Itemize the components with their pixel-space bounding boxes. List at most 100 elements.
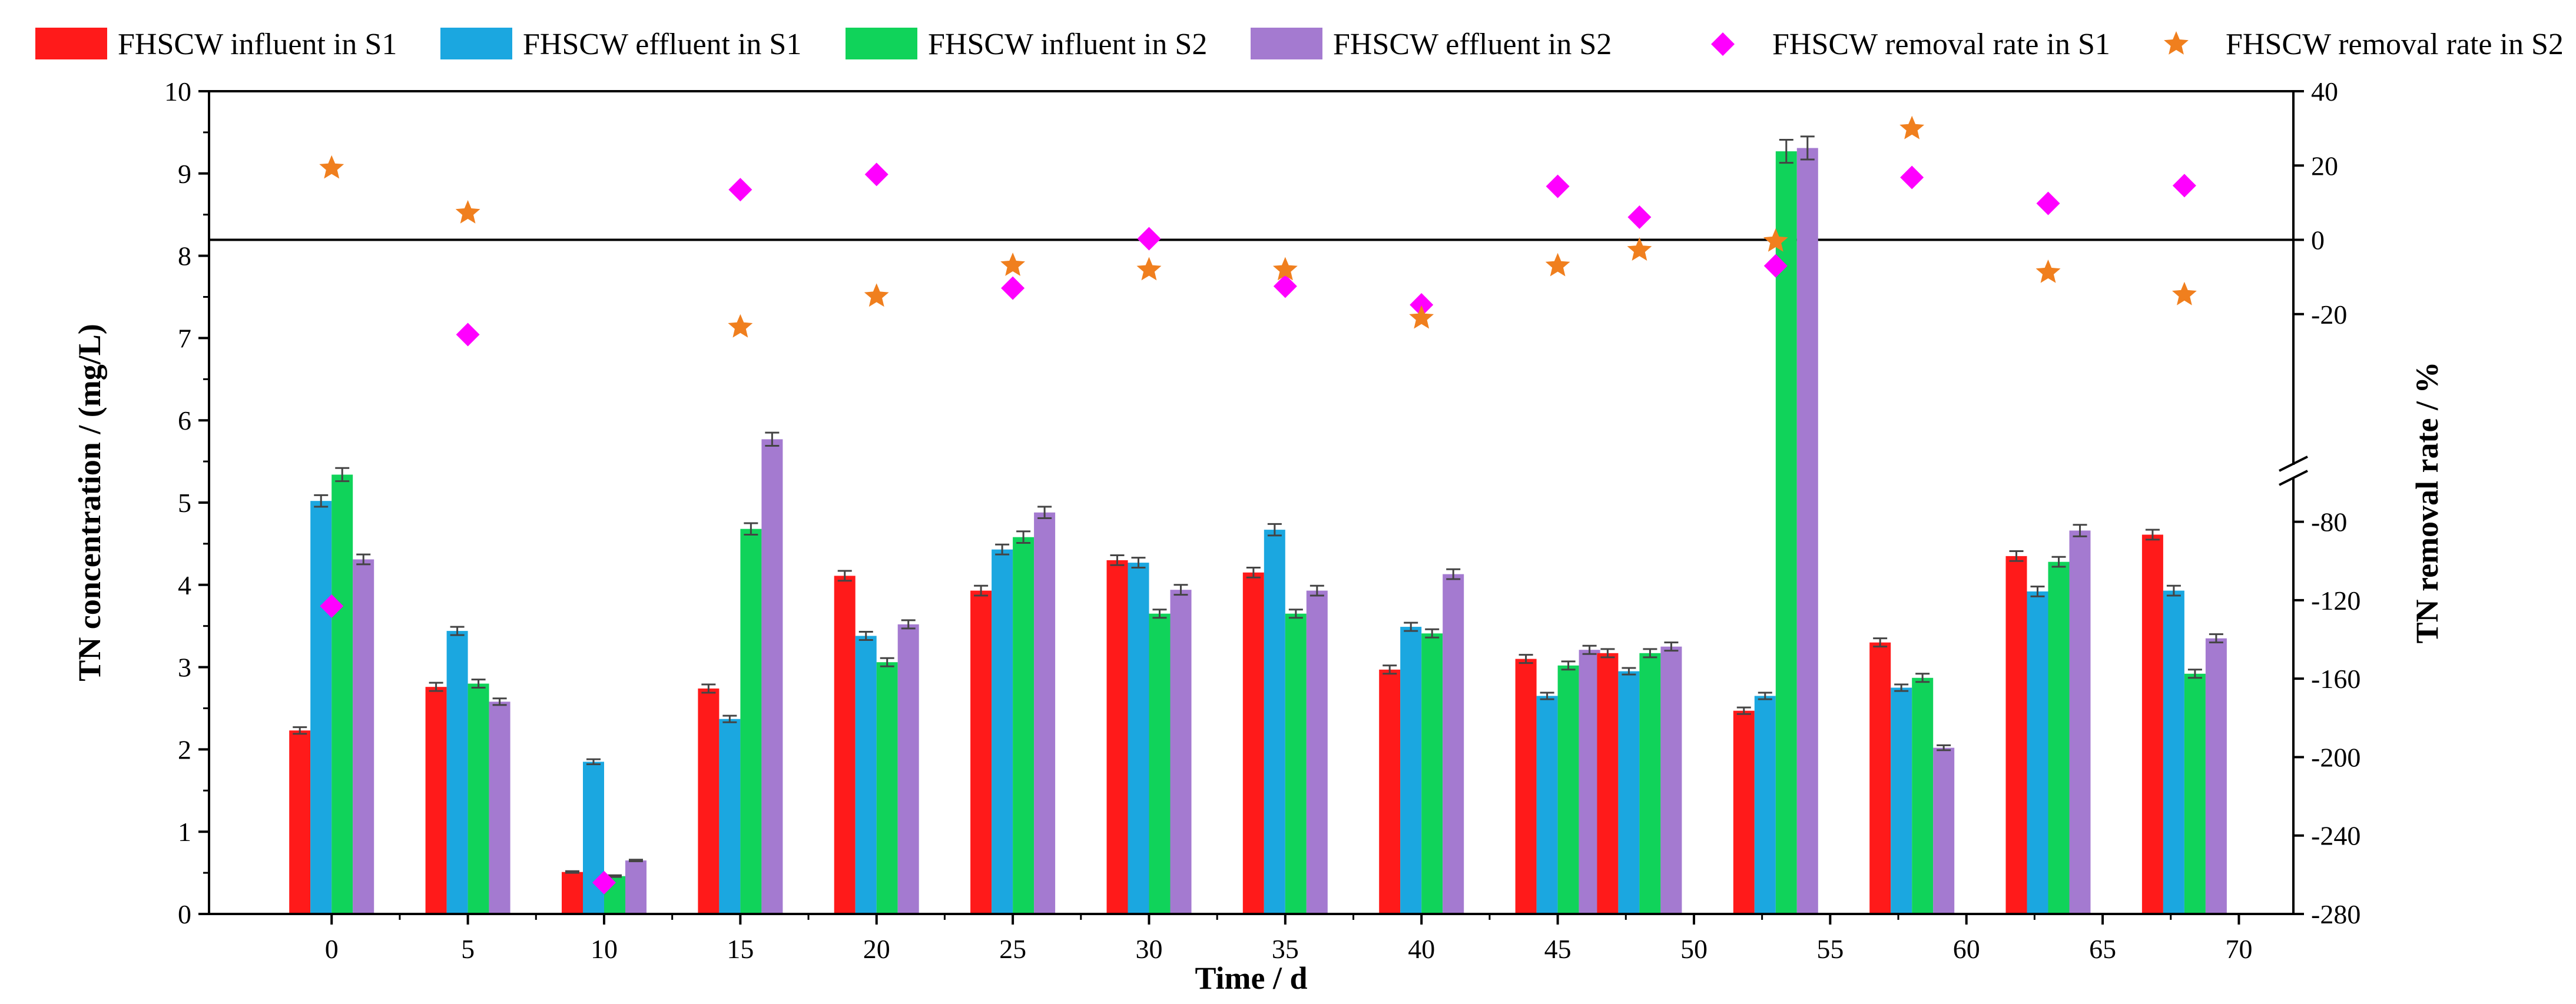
y-right-tick-label--80: -80 [2311,507,2347,537]
error-bar-s2-t10 [586,758,601,766]
x-tick-label-25: 25 [999,934,1026,964]
legend-swatch-3 [846,28,917,59]
error-bar-s4-t53 [1800,135,1815,161]
error-bar-s1-t68 [2145,528,2160,541]
bar-s4-t10 [625,860,647,914]
marker-removal-s1-t48 [1627,205,1652,229]
bar-s4-t45 [1579,650,1600,914]
marker-removal-s2-t48 [1627,237,1652,261]
bar-s4-t63 [2069,530,2091,914]
bar-s2-t15 [719,719,741,914]
error-bar-s2-t15 [722,714,737,723]
bar-s4-t35 [1306,590,1328,914]
error-bar-s3-t5 [471,679,486,689]
legend-swatch-4 [1251,28,1322,59]
error-bar-s1-t40 [1383,664,1397,675]
y-right-tick-label--20: -20 [2311,300,2347,330]
y-left-tick-label-7: 7 [178,323,191,353]
x-axis-title: Time / d [1195,960,1307,996]
marker-removal-s2-t68 [2172,281,2197,305]
bar-s3-t58 [1912,677,1934,914]
error-bar-s2-t53 [1758,692,1772,700]
bar-s1-t10 [562,872,583,914]
axis-break-gap [2290,465,2297,478]
marker-removal-s2-t15 [728,314,753,338]
bar-s2-t0 [310,501,332,914]
error-bar-s3-t68 [2187,669,2202,679]
y-right-axis-title: TN removal rate / % [2409,362,2445,644]
error-bar-s3-t48 [1643,648,1657,659]
y-left-tick-label-8: 8 [178,241,191,271]
marker-removal-s2-t30 [1136,257,1162,281]
error-bar-s4-t48 [1664,641,1679,652]
marker-removal-s1-t53 [1763,254,1788,278]
y-left-axis: 0 1 2 3 4 5 6 7 8 9 10 [164,77,209,929]
error-bar-s4-t10 [628,859,643,863]
bars [289,135,2227,915]
bar-s4-t53 [1796,148,1818,914]
error-bar-s4-t5 [492,697,507,706]
bar-s3-t45 [1557,665,1579,914]
y-right-tick-label-0: 0 [2311,225,2325,255]
bar-s1-t48 [1597,653,1619,914]
error-bar-s3-t53 [1779,138,1793,164]
bar-s1-t53 [1733,710,1755,914]
y-left-tick-label-2: 2 [178,734,191,764]
x-tick-label-30: 30 [1135,934,1162,964]
legend-marker-5 [1711,32,1735,56]
y-right-tick-label--120: -120 [2311,586,2360,616]
x-tick-label-70: 70 [2225,934,2252,964]
y-left-axis-title: TN concentration / (mg/L) [72,324,107,681]
legend-label-1: FHSCW influent in S1 [118,28,397,61]
bar-s3-t5 [468,683,489,914]
error-bar-s2-t58 [1894,683,1909,692]
bar-s1-t30 [1106,560,1128,914]
marker-removal-s2-t63 [2035,260,2061,283]
bar-s4-t5 [489,702,510,914]
legend-label-5: FHSCW removal rate in S1 [1772,28,2110,61]
y-left-tick-label-10: 10 [164,77,191,107]
bar-s2-t25 [992,549,1013,914]
error-bar-s3-t30 [1152,609,1167,619]
legend: FHSCW influent in S1 FHSCW effluent in S1… [35,28,2564,61]
error-bar-s1-t35 [1246,566,1261,579]
legend-swatch-2 [440,28,512,59]
marker-removal-s1-t30 [1137,227,1161,251]
x-axis: 0 5 10 15 20 25 30 35 40 45 50 55 60 65 70 [325,914,2252,964]
x-tick-label-10: 10 [591,934,618,964]
marker-removal-s2-t25 [1000,252,1025,276]
bar-s1-t5 [425,687,447,914]
error-bar-s4-t68 [2209,633,2223,644]
x-tick-label-5: 5 [461,934,475,964]
marker-removal-s1-t25 [1001,276,1025,300]
bar-s2-t58 [1891,687,1912,914]
bar-s3-t15 [740,528,762,914]
bar-s3-t20 [876,662,898,914]
bar-s2-t5 [446,631,468,914]
bar-s1-t68 [2141,534,2163,914]
y-left-tick-label-0: 0 [178,899,191,929]
legend-label-4: FHSCW effluent in S2 [1333,28,1612,61]
x-tick-label-45: 45 [1544,934,1572,964]
marker-removal-s1-t40 [1410,292,1434,317]
bar-s2-t68 [2163,590,2184,914]
error-bar-s4-t35 [1309,584,1324,597]
error-bar-s1-t15 [701,683,716,694]
bar-s1-t40 [1379,669,1401,914]
error-bar-s3-t20 [880,657,894,667]
error-bar-s1-t58 [1873,637,1888,648]
error-bar-s4-t25 [1037,506,1052,520]
bar-s2-t53 [1754,696,1776,914]
bar-s1-t58 [1869,642,1891,914]
bar-s1-t15 [698,688,720,914]
bar-s2-t40 [1400,627,1422,914]
error-bar-s4-t30 [1173,584,1188,596]
error-bar-s2-t35 [1267,523,1282,537]
bar-s4-t0 [353,559,374,914]
error-bar-s1-t53 [1736,706,1751,715]
error-bar-s4-t0 [356,553,371,566]
error-bar-s1-t10 [565,870,579,874]
bar-s3-t68 [2184,673,2206,914]
error-bar-s3-t35 [1288,609,1303,619]
error-bar-s4-t58 [1937,744,1951,752]
